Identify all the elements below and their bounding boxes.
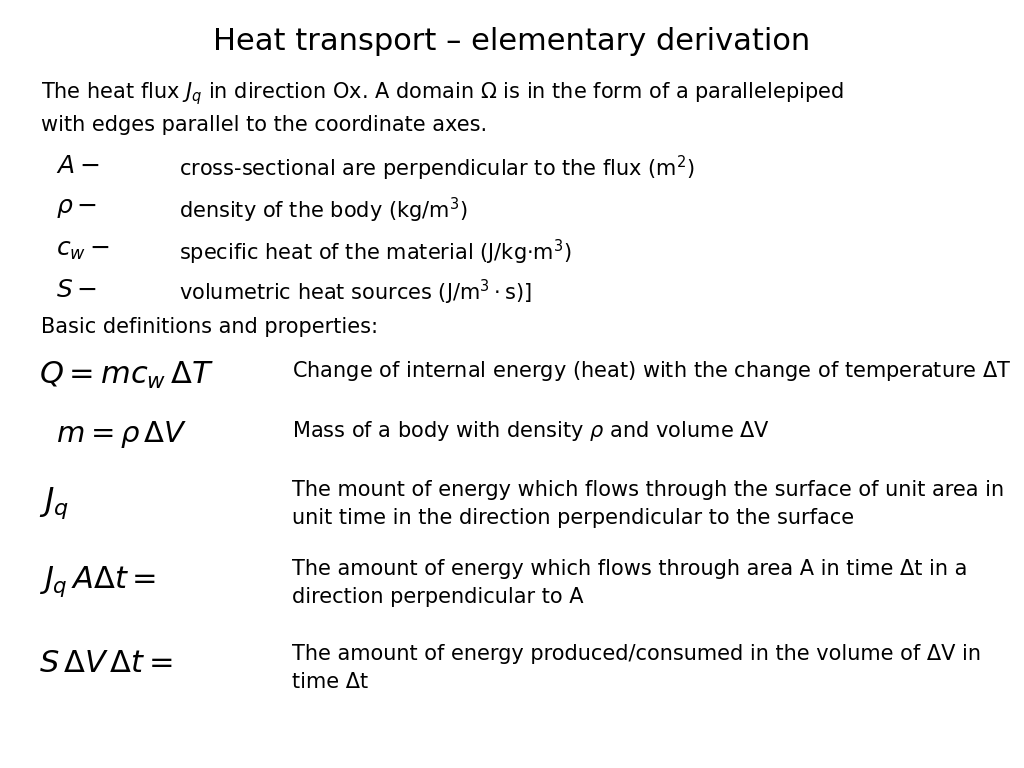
Text: The mount of energy which flows through the surface of unit area in
unit time in: The mount of energy which flows through … (292, 480, 1004, 528)
Text: $J_q$: $J_q$ (39, 485, 69, 521)
Text: density of the body (kg/m$^3$): density of the body (kg/m$^3$) (179, 196, 468, 225)
Text: $S \, \Delta V \, \Delta t =$: $S \, \Delta V \, \Delta t =$ (39, 649, 173, 678)
Text: Heat transport – elementary derivation: Heat transport – elementary derivation (213, 27, 811, 56)
Text: Change of internal energy (heat) with the change of temperature $\Delta$T: Change of internal energy (heat) with th… (292, 359, 1012, 383)
Text: volumetric heat sources (J/m$^3\cdot$s)]: volumetric heat sources (J/m$^3\cdot$s)] (179, 278, 532, 307)
Text: $Q = mc_w \, \Delta T$: $Q = mc_w \, \Delta T$ (39, 359, 214, 390)
Text: $\rho -$: $\rho -$ (56, 196, 97, 220)
Text: Basic definitions and properties:: Basic definitions and properties: (41, 317, 378, 337)
Text: Mass of a body with density $\rho$ and volume $\Delta$V: Mass of a body with density $\rho$ and v… (292, 419, 770, 442)
Text: The heat flux $J_q$ in direction Ox. A domain $\Omega$ is in the form of a paral: The heat flux $J_q$ in direction Ox. A d… (41, 81, 844, 135)
Text: $c_w -$: $c_w -$ (56, 238, 111, 262)
Text: specific heat of the material (J/kg$\cdot$m$^3$): specific heat of the material (J/kg$\cdo… (179, 238, 572, 267)
Text: The amount of energy produced/consumed in the volume of ΔV in
time Δt: The amount of energy produced/consumed i… (292, 644, 981, 691)
Text: $J_q \, A \Delta t =$: $J_q \, A \Delta t =$ (39, 564, 157, 599)
Text: $S -$: $S -$ (56, 278, 97, 302)
Text: $m = \rho \, \Delta V$: $m = \rho \, \Delta V$ (56, 419, 187, 449)
Text: cross-sectional are perpendicular to the flux (m$^2$): cross-sectional are perpendicular to the… (179, 154, 695, 183)
Text: The amount of energy which flows through area A in time Δt in a
direction perpen: The amount of energy which flows through… (292, 559, 968, 607)
Text: $A -$: $A -$ (56, 154, 100, 177)
